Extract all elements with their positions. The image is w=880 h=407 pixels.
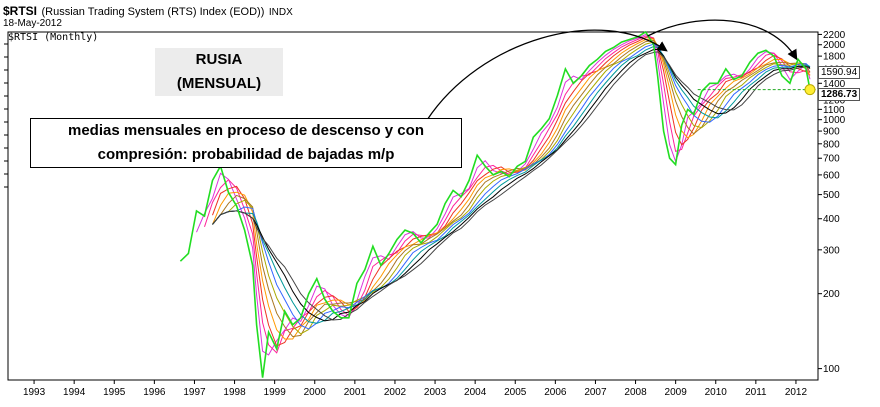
annotation-line-2: compresión: probabilidad de bajadas m/p	[97, 146, 395, 163]
moving-average-line-10	[212, 51, 811, 321]
x-tick-label-2011: 2011	[745, 387, 767, 398]
moving-average-line-6	[212, 41, 811, 335]
y-tick-label-2200: 2200	[823, 30, 846, 41]
y-tick-label-1000: 1000	[823, 115, 846, 126]
index-name: (Russian Trading System (RTS) Index (EOD…	[41, 6, 265, 18]
annotation-group	[426, 19, 818, 121]
x-tick-label-2006: 2006	[544, 387, 567, 398]
x-tick-label-2005: 2005	[504, 387, 527, 398]
y-tick-label-300: 300	[823, 245, 840, 256]
price-tag-lower: 1286.73	[818, 88, 861, 101]
y-tick-label-400: 400	[823, 214, 840, 225]
last-price-marker	[804, 84, 816, 96]
y-tick-label-100: 100	[823, 364, 840, 375]
x-tick-label-1993: 1993	[23, 387, 46, 398]
x-tick-label-2001: 2001	[344, 387, 367, 398]
chart-header: $RTSI (Russian Trading System (RTS) Inde…	[3, 2, 293, 20]
price-tag-upper: 1590.94	[818, 66, 861, 79]
arrow-curve-2	[647, 19, 798, 61]
arrow-curve-1	[426, 29, 668, 121]
x-tick-label-2002: 2002	[384, 387, 407, 398]
exchange-label: INDX	[268, 7, 293, 18]
title-box: RUSIA (MENSUAL)	[155, 48, 283, 96]
y-tick-label-500: 500	[823, 190, 840, 201]
y-tick-label-2000: 2000	[823, 40, 846, 51]
x-tick-label-2000: 2000	[304, 387, 327, 398]
title-line-1: RUSIA	[195, 51, 243, 68]
title-line-2: (MENSUAL)	[176, 75, 262, 92]
moving-average-line-7	[212, 43, 811, 330]
x-tick-label-2008: 2008	[624, 387, 647, 398]
x-tick-label-2003: 2003	[424, 387, 447, 398]
x-tick-label-2010: 2010	[705, 387, 728, 398]
chart-date: 18-May-2012	[3, 18, 62, 29]
y-tick-label-1800: 1800	[823, 52, 846, 63]
x-tick-label-2007: 2007	[584, 387, 607, 398]
y-tick-label-800: 800	[823, 139, 840, 150]
series-label: $RTSI (Monthly)	[8, 32, 99, 43]
price-series-group	[179, 30, 811, 378]
price-line	[179, 30, 811, 378]
moving-average-line-8	[212, 45, 811, 324]
moving-average-line-9	[212, 49, 811, 322]
annotation-line-1: medias mensuales en proceso de descenso …	[68, 122, 424, 139]
annotation-box: medias mensuales en proceso de descenso …	[30, 118, 462, 168]
symbol-label: $RTSI	[3, 4, 38, 18]
plot-frame	[7, 31, 819, 381]
x-tick-label-1999: 1999	[264, 387, 287, 398]
x-tick-label-2009: 2009	[665, 387, 688, 398]
axis-group: 1993 1994 1995 1996 1997 1998 1999 2000 2001 2002…	[4, 30, 846, 398]
x-tick-label-1996: 1996	[143, 387, 166, 398]
x-tick-label-2004: 2004	[464, 387, 487, 398]
y-tick-label-600: 600	[823, 170, 840, 181]
x-tick-label-1998: 1998	[223, 387, 246, 398]
y-tick-label-1400: 1400	[823, 79, 846, 90]
y-tick-label-1100: 1100	[823, 105, 845, 116]
moving-average-line-4	[212, 38, 811, 340]
moving-averages-group	[196, 33, 811, 356]
x-tick-label-1995: 1995	[103, 387, 126, 398]
x-tick-label-2012: 2012	[785, 387, 808, 398]
y-tick-label-700: 700	[823, 154, 840, 165]
y-tick-label-200: 200	[823, 289, 840, 300]
x-tick-label-1994: 1994	[63, 387, 86, 398]
y-tick-label-900: 900	[823, 127, 840, 138]
x-tick-label-1997: 1997	[183, 387, 206, 398]
